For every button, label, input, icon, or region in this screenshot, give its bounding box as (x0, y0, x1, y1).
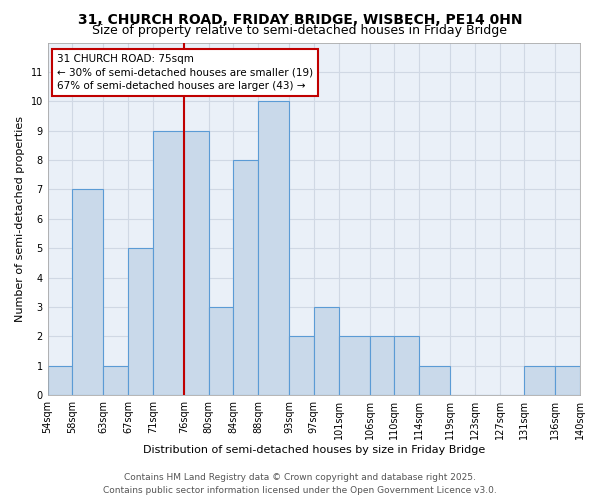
Bar (258, 102, 289, 395)
Bar (153, 130, 184, 395)
Bar (47, 366, 73, 395)
Bar (233, 160, 258, 395)
Y-axis label: Number of semi-detached properties: Number of semi-detached properties (15, 116, 25, 322)
Bar (103, 366, 128, 395)
Text: Size of property relative to semi-detached houses in Friday Bridge: Size of property relative to semi-detach… (92, 24, 508, 37)
Bar (419, 366, 450, 395)
Bar (524, 366, 555, 395)
Bar (338, 336, 370, 395)
Bar (209, 307, 233, 395)
Text: 31, CHURCH ROAD, FRIDAY BRIDGE, WISBECH, PE14 0HN: 31, CHURCH ROAD, FRIDAY BRIDGE, WISBECH,… (78, 12, 522, 26)
Bar (555, 366, 580, 395)
Bar (128, 248, 153, 395)
X-axis label: Distribution of semi-detached houses by size in Friday Bridge: Distribution of semi-detached houses by … (143, 445, 485, 455)
Bar (184, 130, 209, 395)
Text: Contains HM Land Registry data © Crown copyright and database right 2025.
Contai: Contains HM Land Registry data © Crown c… (103, 474, 497, 495)
Text: 31 CHURCH ROAD: 75sqm
← 30% of semi-detached houses are smaller (19)
67% of semi: 31 CHURCH ROAD: 75sqm ← 30% of semi-deta… (57, 54, 313, 90)
Bar (370, 336, 394, 395)
Bar (289, 336, 314, 395)
Bar (314, 307, 338, 395)
Bar (73, 190, 103, 395)
Bar (394, 336, 419, 395)
